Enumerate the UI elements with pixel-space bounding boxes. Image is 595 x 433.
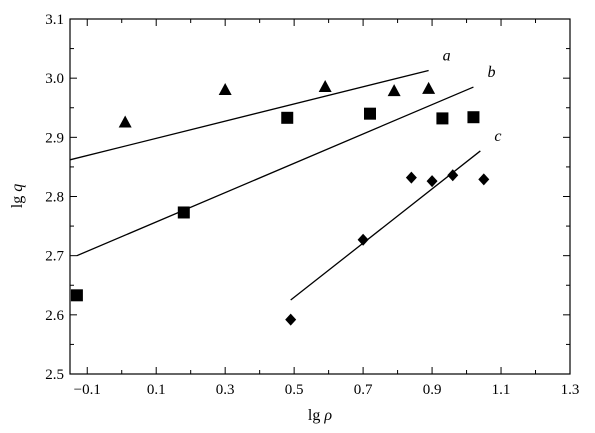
fit-line-label-b: b bbox=[487, 64, 495, 81]
diamond-point bbox=[285, 313, 297, 326]
y-tick-label: 2.8 bbox=[45, 190, 64, 206]
y-axis-label-prefix: lg bbox=[9, 196, 26, 208]
square-point bbox=[70, 289, 83, 302]
y-tick-label: 2.5 bbox=[45, 367, 64, 383]
y-tick-label: 2.7 bbox=[45, 249, 64, 265]
triangle-point bbox=[387, 84, 401, 97]
fit-line-label-c: c bbox=[494, 128, 501, 145]
x-tick-label: 0.7 bbox=[354, 382, 373, 398]
diamond-point bbox=[447, 169, 459, 182]
y-axis-label: lg q bbox=[9, 184, 26, 208]
x-tick-label: 1.3 bbox=[561, 382, 580, 398]
diamond-point bbox=[405, 171, 417, 184]
x-tick-label: 0.3 bbox=[216, 382, 235, 398]
markers bbox=[70, 80, 490, 326]
diamond-point bbox=[357, 233, 369, 246]
square-point bbox=[467, 111, 480, 124]
x-tick-label: 0.5 bbox=[285, 382, 304, 398]
triangle-point bbox=[218, 83, 232, 95]
x-axis-label-symbol: ρ bbox=[323, 407, 332, 424]
diamond-point bbox=[426, 175, 438, 188]
triangle-point bbox=[318, 80, 332, 93]
line-labels: a b c bbox=[443, 47, 502, 144]
y-tick-label: 2.6 bbox=[45, 308, 64, 324]
x-tick-label: −0.1 bbox=[74, 382, 101, 398]
x-axis-label-prefix: lg bbox=[308, 407, 320, 424]
x-axis-label: lg ρ bbox=[308, 407, 332, 424]
triangle-point bbox=[422, 81, 436, 94]
fit-line-a bbox=[69, 69, 429, 161]
x-tick-label: 1.1 bbox=[492, 382, 511, 398]
x-tick-label: 0.1 bbox=[147, 382, 166, 398]
x-tick-label: 0.9 bbox=[423, 382, 442, 398]
tick-labels: −0.1 0.1 0.3 0.5 0.7 0.9 1.1 1.3 2.5 2.6 2.7 2.8 2.9… bbox=[45, 12, 579, 398]
fit-line-label-a: a bbox=[443, 47, 451, 64]
square-point bbox=[281, 111, 294, 124]
fit-line-b bbox=[76, 86, 474, 257]
diamond-point bbox=[478, 173, 490, 186]
ticks bbox=[70, 18, 571, 375]
square-point bbox=[177, 206, 190, 219]
square-point bbox=[364, 107, 376, 120]
y-tick-label: 3.1 bbox=[45, 12, 64, 28]
y-tick-label: 2.9 bbox=[45, 130, 64, 146]
fit-lines bbox=[69, 69, 481, 301]
triangle-point bbox=[118, 115, 132, 128]
square-point bbox=[436, 112, 449, 125]
y-axis-label-symbol: q bbox=[9, 184, 26, 192]
y-tick-label: 3.0 bbox=[45, 71, 64, 87]
